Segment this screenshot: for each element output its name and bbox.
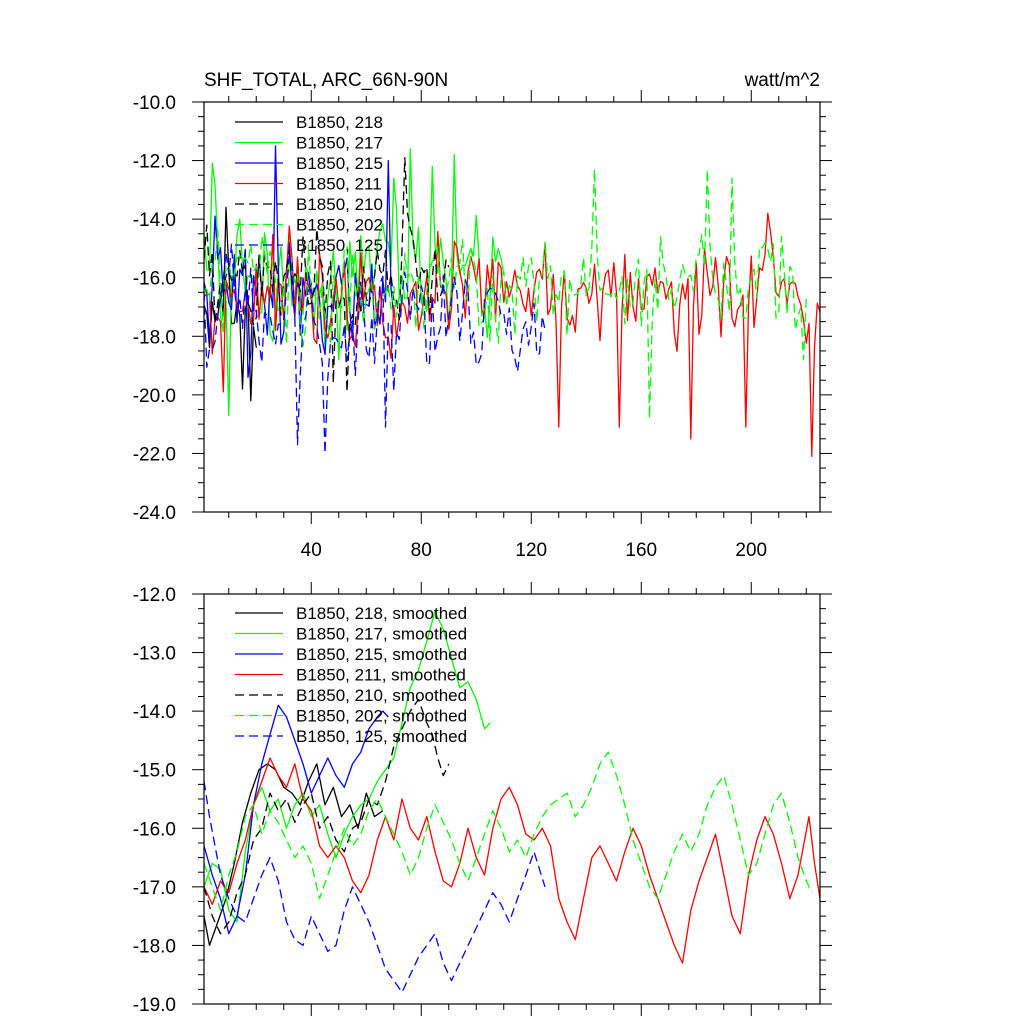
legend-label-3: B1850, 215, smoothed (296, 645, 467, 664)
legend-label-4: B1850, 211, smoothed (296, 666, 466, 685)
y-tick-label: -24.0 (133, 503, 176, 524)
x-tick-label: 120 (515, 540, 547, 561)
legend-label-6: B1850, 202 (296, 216, 383, 235)
y-tick-label: -14.0 (133, 702, 176, 723)
legend-label-5: B1850, 210 (296, 195, 383, 214)
x-tick-label: 160 (625, 540, 657, 561)
y-tick-label: -13.0 (133, 644, 176, 665)
x-tick-label: 80 (411, 540, 432, 561)
legend-label-3: B1850, 215 (296, 154, 383, 173)
y-tick-label: -17.0 (133, 878, 176, 899)
series-line-6 (204, 168, 807, 419)
top-panel: 40 80 120 160 200 -24.0 -22.0 -20.0 -18.0 -16.0 -1… (133, 90, 832, 561)
legend-label-7: B1850, 125, smoothed (296, 727, 467, 746)
series-line-4 (204, 757, 820, 964)
legend-label-1: B1850, 218 (296, 113, 383, 132)
legend-label-7: B1850, 125 (296, 236, 383, 255)
y-tick-label: -14.0 (133, 210, 176, 231)
y-tick-label: -12.0 (133, 152, 176, 173)
chart-title: SHF_TOTAL, ARC_66N-90N (204, 70, 448, 91)
legend-label-2: B1850, 217 (296, 134, 383, 153)
y-tick-label: -12.0 (133, 585, 176, 606)
legend-label-1: B1850, 218, smoothed (296, 604, 467, 623)
y-tick-label: -18.0 (133, 936, 176, 957)
legend-label-2: B1850, 217, smoothed (296, 625, 467, 644)
y-tick-label: -16.0 (133, 819, 176, 840)
y-tick-label: -22.0 (133, 444, 176, 465)
units-label: watt/m^2 (744, 70, 820, 91)
y-tick-label: -15.0 (133, 761, 176, 782)
legend-label-6: B1850, 202, smoothed (296, 707, 467, 726)
x-tick-label: 40 (301, 540, 322, 561)
legend-label-5: B1850, 210, smoothed (296, 686, 467, 705)
y-tick-label: -10.0 (133, 93, 176, 114)
y-tick-label: -18.0 (133, 327, 176, 348)
series-line-7 (204, 243, 546, 455)
y-tick-label: -16.0 (133, 269, 176, 290)
bottom-panel: -19.0 -18.0 -17.0 -16.0 -15.0 -14.0 -13.0 -12.0… (133, 582, 832, 1016)
series-line-5 (204, 698, 450, 935)
y-tick-label: -19.0 (133, 995, 176, 1016)
series-line-6 (204, 751, 813, 911)
series-line-3 (204, 704, 389, 935)
series-line-1 (204, 763, 384, 947)
x-tick-label: 200 (735, 540, 767, 561)
y-tick-label: -20.0 (133, 386, 176, 407)
series-line-5 (204, 156, 450, 393)
series-line-7 (204, 781, 546, 993)
legend-label-4: B1850, 211 (296, 175, 382, 194)
